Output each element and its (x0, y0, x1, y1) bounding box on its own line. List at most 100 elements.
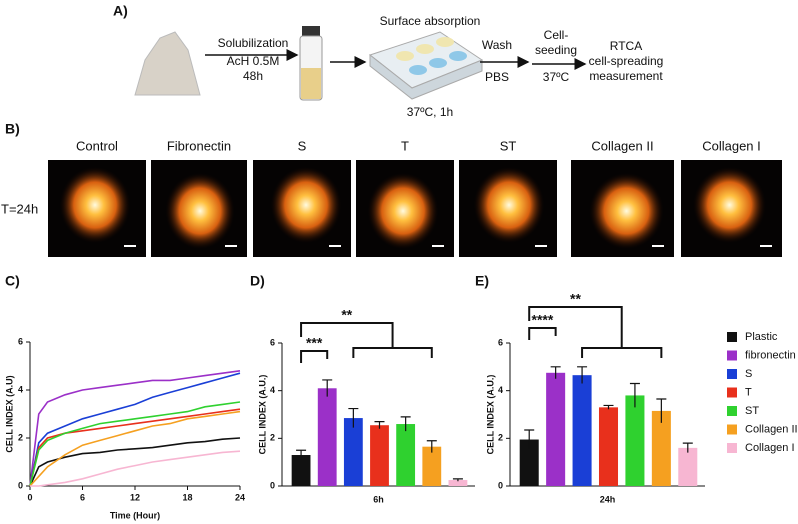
legend-swatch (727, 406, 737, 416)
significance-label: **** (532, 312, 554, 328)
cell-glow (589, 173, 664, 249)
row-label: T=24h (1, 201, 38, 216)
y-axis-label: CELL INDEX (A.U) (4, 375, 14, 452)
error-bar (322, 379, 333, 397)
y-axis-label: CELL INDEX (A.U.) (485, 375, 495, 455)
y-tick-label: 4 (270, 385, 275, 395)
condition-label: ST (500, 138, 517, 153)
error-bar (426, 440, 437, 453)
error-bar (524, 429, 535, 450)
legend-label: S (745, 368, 752, 380)
step-text: cell-spreading (589, 54, 664, 68)
legend-swatch (727, 332, 737, 342)
legend-label: T (745, 386, 752, 398)
legend-swatch (727, 424, 737, 435)
step-text: 37ºC, 1h (407, 105, 453, 119)
bar (625, 395, 645, 486)
scale-bar (760, 245, 772, 247)
step-text: RTCA (610, 39, 642, 53)
y-tick-label: 0 (498, 480, 503, 490)
condition-label: Collagen II (591, 138, 653, 153)
y-tick-label: 6 (18, 336, 23, 346)
series-line (29, 372, 241, 487)
legend-swatch (727, 387, 737, 398)
y-tick-label: 6 (498, 337, 503, 347)
x-tick-label: 0 (27, 492, 32, 502)
bar (396, 424, 416, 486)
y-tick-label: 4 (498, 385, 503, 395)
legend-label: fibronectin (745, 349, 796, 361)
y-tick-label: 0 (270, 480, 275, 490)
bar (448, 480, 468, 486)
cell-glow (367, 173, 439, 249)
cell-glow (59, 167, 131, 243)
scale-bar (432, 245, 444, 247)
legend-label: Collagen II (745, 423, 798, 435)
legend-label: Collagen I (745, 442, 795, 454)
error-bar (577, 366, 588, 384)
step-text: 37ºC (543, 70, 570, 84)
panel-label: E) (475, 273, 489, 289)
x-tick-label: 24 (235, 492, 245, 502)
scale-bar (535, 245, 547, 247)
bar (317, 388, 337, 486)
legend-swatch (727, 369, 737, 379)
error-bar (682, 442, 693, 453)
cell-glow (473, 167, 545, 243)
x-axis-label: Time (Hour) (110, 510, 160, 520)
error-bar (400, 416, 411, 432)
bar (291, 455, 311, 486)
error-bar (550, 366, 561, 379)
step-text: Solubilization (218, 36, 289, 50)
x-tick-label: 12 (130, 492, 140, 502)
series-line (29, 370, 241, 487)
scale-bar (225, 245, 237, 247)
series-line (29, 401, 241, 487)
step-text: AcH 0.5M (227, 54, 280, 68)
legend-label: Plastic (745, 331, 778, 343)
scale-bar (124, 245, 136, 247)
y-tick-label: 2 (498, 433, 503, 443)
legend-label: ST (745, 405, 759, 417)
x-tick-label: 6 (80, 492, 85, 502)
error-bar (348, 407, 359, 428)
category-label: 24h (600, 494, 616, 504)
condition-label: T (401, 138, 409, 153)
legend-swatch (727, 350, 737, 361)
y-tick-label: 6 (270, 337, 275, 347)
cell-glow (270, 167, 342, 243)
significance-bracket (300, 322, 433, 358)
error-bar (374, 421, 385, 429)
step-text: PBS (485, 70, 509, 84)
condition-label: Control (76, 138, 118, 153)
error-bar (296, 449, 307, 460)
panel-label: B) (5, 121, 20, 137)
category-label: 6h (373, 494, 384, 504)
step-text: 48h (243, 69, 263, 83)
y-tick-label: 2 (270, 433, 275, 443)
error-bar (603, 404, 614, 410)
step-text: seeding (535, 43, 577, 57)
step-text: measurement (589, 69, 663, 83)
significance-label: ** (341, 307, 352, 323)
bar (370, 425, 389, 486)
step-text: Cell- (544, 28, 569, 42)
series-line (29, 408, 241, 487)
panel-label: D) (250, 273, 265, 289)
significance-bracket (300, 350, 329, 363)
error-bar (656, 398, 667, 423)
error-bar (452, 478, 463, 482)
scale-bar (652, 245, 664, 247)
bar (546, 372, 566, 486)
error-bar (629, 382, 640, 408)
significance-bracket (528, 327, 557, 340)
cell-glow (693, 167, 766, 243)
series-line (29, 410, 241, 487)
step-text: Surface absorption (380, 14, 481, 28)
series-line (29, 437, 241, 487)
condition-label: Collagen I (702, 138, 761, 153)
bar (572, 375, 592, 486)
significance-label: ** (570, 291, 581, 307)
condition-label: Fibronectin (167, 138, 231, 153)
step-text: Wash (482, 38, 512, 52)
